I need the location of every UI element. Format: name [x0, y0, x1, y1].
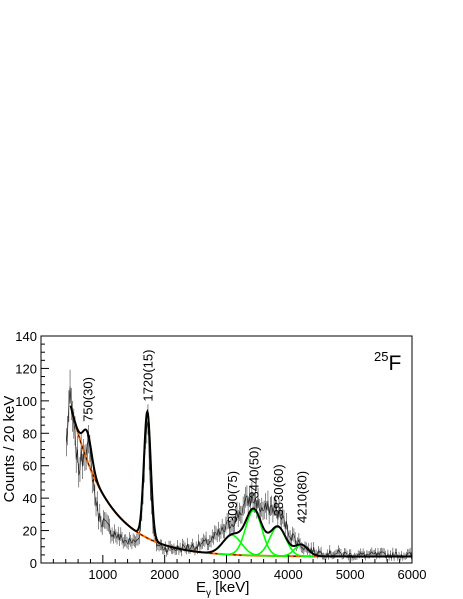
y-tick-label: 140 — [15, 329, 37, 344]
peak-label-3830: 3830(60) — [271, 464, 286, 516]
total-fit-path — [69, 405, 412, 558]
x-tick-label: 1000 — [88, 567, 117, 582]
x-tick-label: 2000 — [150, 567, 179, 582]
total-fit-curve — [69, 405, 412, 558]
x-tick-label: 3000 — [212, 567, 241, 582]
peak-label-3440: 3440(50) — [247, 446, 262, 498]
mass-number: 25 — [374, 349, 388, 364]
x-axis-label: Eγ [keV] — [196, 579, 249, 599]
y-tick-label: 60 — [23, 459, 37, 474]
y-tick-label: 40 — [23, 491, 37, 506]
peak-component-3830 — [241, 526, 314, 558]
x-tick-label: 5000 — [336, 567, 365, 582]
y-tick-label: 0 — [30, 556, 37, 571]
peak-label-1720: 1720(15) — [140, 350, 155, 402]
y-tick-label: 20 — [23, 524, 37, 539]
x-label-unit: [keV] — [211, 579, 249, 596]
x-label-main: E — [196, 579, 206, 596]
x-tick-label: 6000 — [398, 567, 427, 582]
x-tick-label: 4000 — [274, 567, 303, 582]
peak-label-3090: 3090(75) — [225, 471, 240, 523]
y-tick-label: 100 — [15, 394, 37, 409]
y-tick-label: 120 — [15, 361, 37, 376]
y-axis-label: Counts / 20 keV — [1, 396, 18, 503]
plot-frame — [40, 335, 413, 564]
peak-labels: 750(30) 1720(15) 3090(75) 3440(50) 3830(60) 4… — [80, 350, 309, 523]
peak-label-4210: 4210(80) — [294, 471, 309, 523]
axes: 1000 2000 3000 4000 5000 6000 0 20 40 60 80 100 120 1… — [15, 329, 426, 582]
y-tick-label: 80 — [23, 426, 37, 441]
x-label-subscript: γ — [206, 588, 211, 599]
peak-label-750: 750(30) — [80, 377, 95, 422]
peak-component-1720 — [131, 409, 163, 545]
element-symbol: F — [388, 352, 401, 375]
nucleus-label: 25F — [374, 349, 401, 375]
